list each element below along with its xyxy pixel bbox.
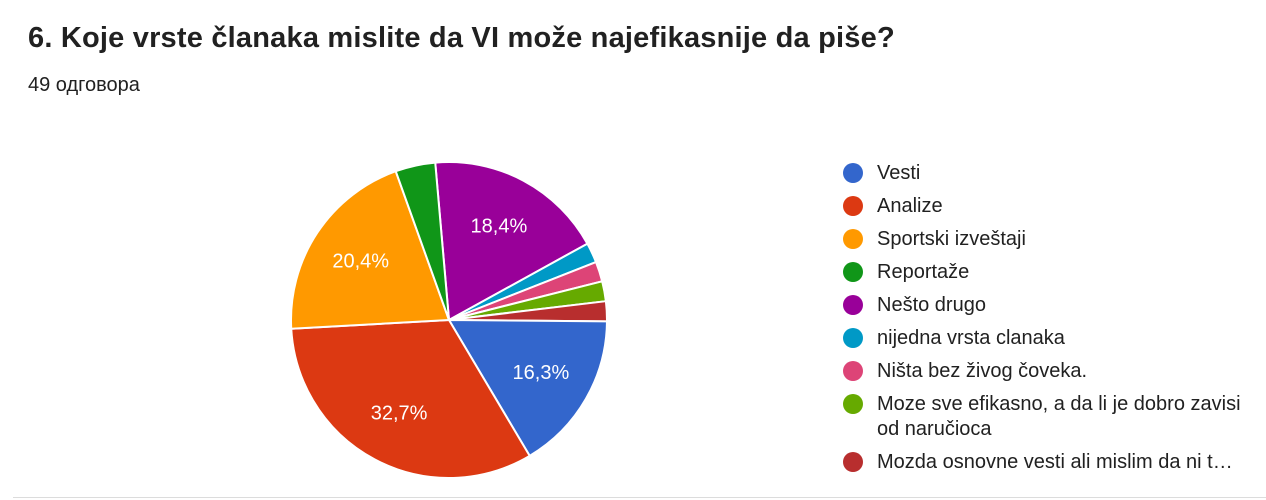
pie-slice-label: 20,4% bbox=[332, 250, 389, 272]
legend-item-label: Mozda osnovne vesti ali mislim da ni t… bbox=[877, 451, 1233, 473]
legend-color-dot bbox=[843, 262, 863, 282]
legend-color-dot bbox=[843, 361, 863, 381]
legend-color-dot bbox=[843, 163, 863, 183]
pie-slice-1[interactable] bbox=[448, 319, 608, 457]
legend-item-label: Ništa bez živog čoveka. bbox=[877, 360, 1088, 382]
legend-item-analize: Analize bbox=[843, 194, 1242, 219]
legend-item-moze-sve-efikasno: Moze sve efikasno, a da li je dobro zavi… bbox=[843, 392, 1242, 442]
legend-item-nijedna-vrsta-clanaka: nijedna vrsta clanaka bbox=[843, 326, 1242, 351]
pie-slice-5[interactable] bbox=[434, 161, 589, 321]
legend-item-label: nijedna vrsta clanaka bbox=[877, 327, 1065, 349]
legend-item-sportski-izvestaji: Sportski izveštaji bbox=[843, 227, 1242, 252]
legend-item-vesti: Vesti bbox=[843, 161, 1242, 186]
responses-count: 49 одговора bbox=[28, 74, 140, 96]
legend-color-dot bbox=[843, 328, 863, 348]
legend-item-label: Vesti bbox=[877, 162, 921, 184]
legend-color-dot bbox=[843, 394, 863, 414]
legend-item-label: Moze sve efikasno, a da li je dobro zavi… bbox=[877, 393, 1241, 440]
bottom-divider bbox=[13, 497, 1266, 498]
legend-item-nesto-drugo: Nešto drugo bbox=[843, 293, 1242, 318]
legend-color-dot bbox=[843, 295, 863, 315]
legend-item-label: Nešto drugo bbox=[877, 294, 986, 316]
pie-slice-label: 32,7% bbox=[371, 403, 428, 425]
question-title: 6. Koje vrste članaka mislite da VI može… bbox=[28, 22, 895, 54]
legend-color-dot bbox=[843, 229, 863, 249]
pie-slice-label: 16,3% bbox=[513, 362, 570, 384]
pie-slice-4[interactable] bbox=[394, 161, 450, 321]
legend-item-mozda-osnovne-vesti: Mozda osnovne vesti ali mislim da ni t… bbox=[843, 450, 1242, 475]
pie-chart-svg: 18,4% 16,3% 32,7% 20,4% bbox=[290, 161, 608, 480]
legend-item-label: Analize bbox=[877, 195, 943, 217]
legend-color-dot bbox=[843, 196, 863, 216]
legend-item-label: Reportaže bbox=[877, 261, 970, 283]
pie-slice-2[interactable] bbox=[290, 319, 531, 480]
pie-chart: 18,4% 16,3% 32,7% 20,4% bbox=[284, 155, 614, 485]
legend-color-dot bbox=[843, 452, 863, 472]
legend-item-nista-bez-zivog-coveka: Ništa bez živog čoveka. bbox=[843, 359, 1242, 384]
chart-legend: Vesti Analize Sportski izveštaji Reporta… bbox=[843, 161, 1248, 483]
legend-item-reportaze: Reportaže bbox=[843, 260, 1242, 285]
legend-item-label: Sportski izveštaji bbox=[877, 228, 1026, 250]
pie-slice-label: 18,4% bbox=[471, 216, 528, 238]
